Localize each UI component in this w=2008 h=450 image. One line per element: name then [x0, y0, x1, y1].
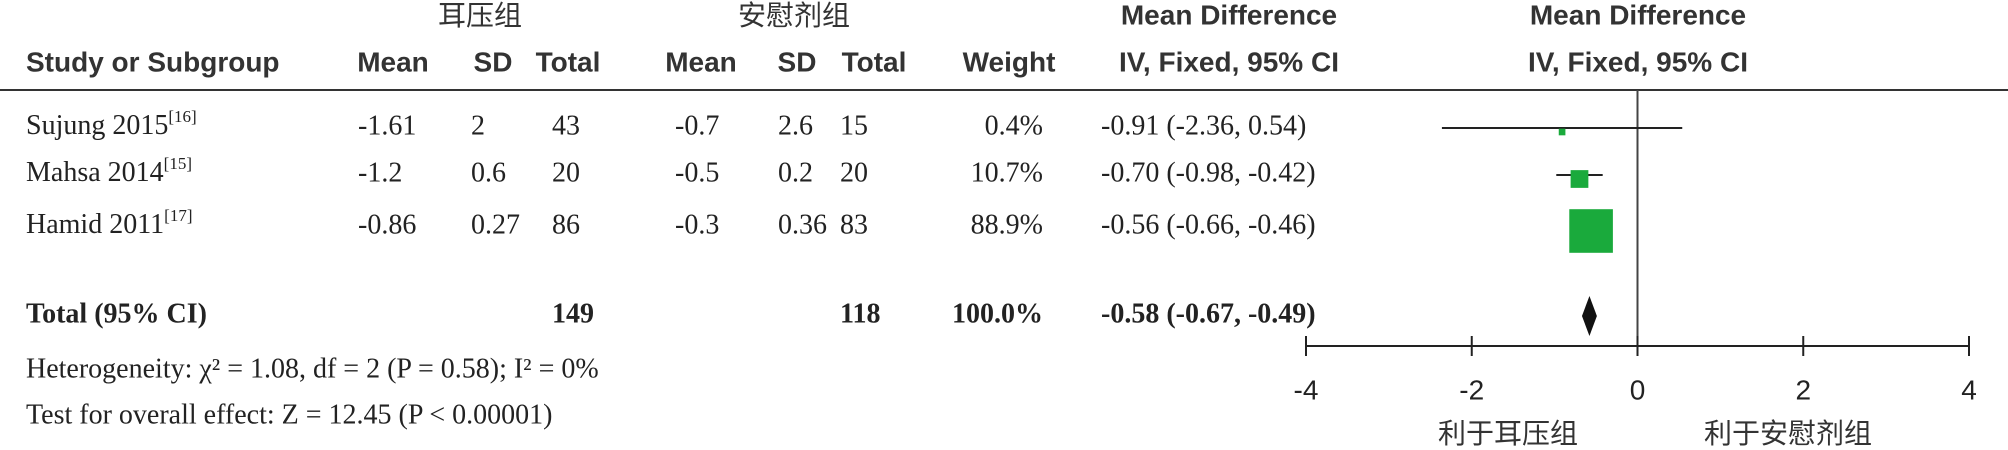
column-header: Mean [665, 46, 737, 77]
x-tick-label: 0 [1630, 374, 1646, 405]
cell: -0.86 [358, 209, 416, 240]
study-ref: [17] [164, 206, 192, 225]
cell: 83 [840, 209, 868, 240]
effect-square [1570, 170, 1589, 188]
study-label: Sujung 2015 [26, 110, 168, 141]
cell: 88.9% [971, 209, 1043, 240]
cell: 20 [840, 157, 868, 188]
cell: -0.5 [675, 157, 719, 188]
cell: 0.2 [778, 157, 813, 188]
x-tick-label: 2 [1795, 374, 1811, 405]
cell: 15 [840, 110, 868, 141]
cell: -0.70 (-0.98, -0.42) [1101, 157, 1316, 188]
cell: 86 [552, 209, 580, 240]
study-name: Hamid 2011[17] [26, 206, 193, 241]
cell: 0.4% [985, 110, 1043, 141]
column-header: Total [842, 46, 907, 77]
cell: 2.6 [778, 110, 813, 141]
cell: 10.7% [971, 157, 1043, 188]
study-ref: [15] [164, 154, 192, 173]
total-cell: 118 [840, 298, 880, 329]
study-label: Mahsa 2014 [26, 157, 164, 188]
cell: 0.6 [471, 157, 506, 188]
effect-square [1558, 128, 1566, 136]
md-subheader: IV, Fixed, 95% CI [1119, 46, 1339, 77]
total-diamond [1581, 296, 1597, 336]
study-ref: [16] [168, 107, 196, 126]
total-cell: -0.58 (-0.67, -0.49) [1101, 298, 1316, 329]
total-cell: Total (95% CI) [26, 298, 207, 329]
cell: 0.27 [471, 209, 520, 240]
cell: -0.56 (-0.66, -0.46) [1101, 209, 1316, 240]
x-tick-label: -2 [1459, 374, 1484, 405]
column-header: SD [778, 46, 817, 77]
column-header: Mean [357, 46, 429, 77]
cell: 0.36 [778, 209, 827, 240]
study-label: Hamid 2011 [26, 209, 164, 240]
favours-label: 利于安慰剂组 [1704, 417, 1872, 450]
cell: 2 [471, 110, 485, 141]
group-header: 耳压组 [438, 0, 522, 32]
heterogeneity: Heterogeneity: χ² = 1.08, df = 2 (P = 0.… [26, 353, 599, 384]
column-header: Weight [963, 46, 1056, 77]
x-tick-label: -4 [1294, 374, 1319, 405]
cell: -0.3 [675, 209, 719, 240]
overall-effect: Test for overall effect: Z = 12.45 (P < … [26, 399, 553, 430]
column-header: SD [474, 46, 513, 77]
cell: -0.91 (-2.36, 0.54) [1101, 110, 1306, 141]
cell: 43 [552, 110, 580, 141]
cell: -1.2 [358, 157, 402, 188]
study-name: Sujung 2015[16] [26, 107, 197, 142]
favours-label: 利于耳压组 [1438, 417, 1578, 450]
study-name: Mahsa 2014[15] [26, 154, 192, 189]
x-tick-label: 4 [1961, 374, 1977, 405]
md-header: Mean Difference [1530, 0, 1746, 30]
cell: -0.7 [675, 110, 719, 141]
cell: -1.61 [358, 110, 416, 141]
cell: 20 [552, 157, 580, 188]
total-cell: 100.0% [952, 298, 1043, 329]
group-header: 安慰剂组 [738, 0, 850, 32]
column-header: Study or Subgroup [26, 46, 280, 77]
effect-square [1569, 209, 1613, 253]
md-subheader: IV, Fixed, 95% CI [1528, 46, 1748, 77]
md-header: Mean Difference [1121, 0, 1337, 30]
column-header: Total [536, 46, 601, 77]
total-cell: 149 [552, 298, 594, 329]
